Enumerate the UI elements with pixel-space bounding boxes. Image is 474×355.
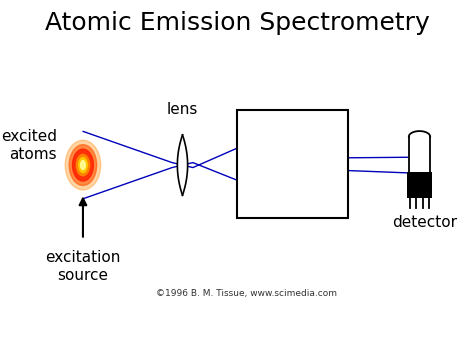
Text: ©1996 B. M. Tissue, www.scimedia.com: ©1996 B. M. Tissue, www.scimedia.com: [156, 289, 337, 298]
Ellipse shape: [73, 149, 93, 181]
Text: excited
atoms: excited atoms: [1, 129, 57, 162]
Text: excitation
source: excitation source: [45, 250, 121, 283]
Ellipse shape: [65, 140, 100, 190]
Ellipse shape: [69, 145, 97, 185]
Ellipse shape: [76, 154, 90, 176]
Ellipse shape: [81, 160, 85, 170]
Text: wavelength
selector: wavelength selector: [248, 146, 337, 182]
Text: Atomic Emission Spectrometry: Atomic Emission Spectrometry: [45, 11, 429, 35]
Text: detector: detector: [392, 215, 457, 230]
Bar: [407, 172, 432, 198]
Bar: [237, 110, 348, 218]
Text: lens: lens: [167, 102, 198, 117]
Ellipse shape: [79, 158, 87, 173]
Polygon shape: [177, 135, 188, 195]
